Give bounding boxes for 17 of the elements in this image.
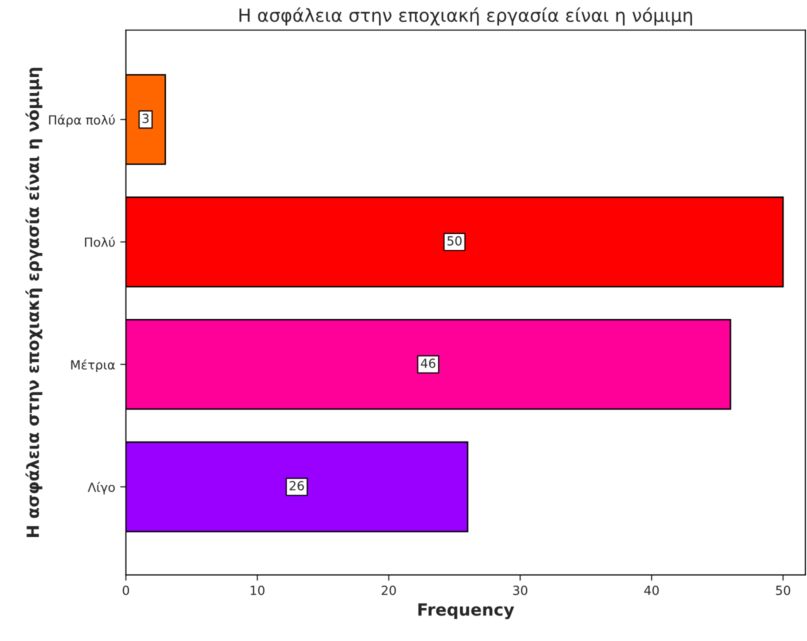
y-axis-title: Η ασφάλεια στην εποχιακή εργασία είναι η νόμιμη — [26, 68, 42, 537]
x-tick-label: 30 — [513, 586, 528, 596]
chart-title: Η ασφάλεια στην εποχιακή εργασία είναι η νόμιμη — [240, 7, 692, 26]
data-label: 46 — [420, 358, 436, 368]
x-tick-label: 40 — [644, 586, 659, 596]
y-tick-label: Λίγο — [88, 482, 115, 494]
x-axis-title: Frequency — [418, 603, 514, 620]
y-tick-label: Πάρα πολύ — [49, 114, 115, 128]
data-label: 3 — [142, 114, 149, 124]
x-tick-label: 20 — [382, 586, 396, 596]
x-tick-label: 0 — [122, 586, 130, 596]
data-label: 26 — [290, 480, 304, 490]
data-label: 50 — [447, 236, 462, 246]
y-tick-label: Πολύ — [85, 236, 115, 247]
x-tick-label: 50 — [776, 586, 790, 596]
y-tick-label: Μέτρια — [71, 359, 115, 372]
x-tick-label: 10 — [250, 586, 264, 596]
